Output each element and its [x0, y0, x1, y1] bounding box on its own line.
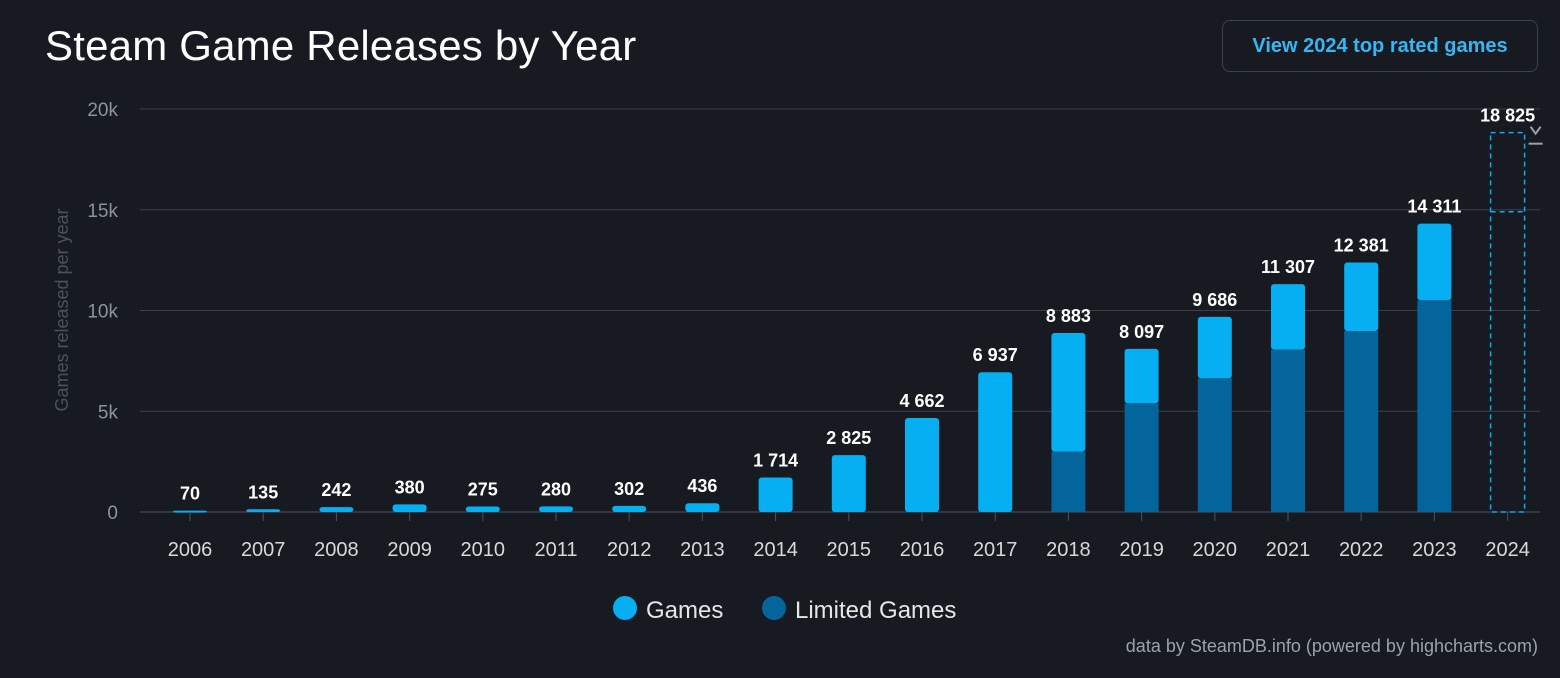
y-axis-ticks: 0 5k 10k 15k 20k	[87, 100, 118, 524]
data-label: 12 381	[1334, 236, 1389, 256]
y-tick-label: 10k	[87, 302, 118, 323]
page-title: Steam Game Releases by Year	[45, 22, 637, 69]
x-tick-label: 2009	[387, 539, 432, 561]
x-tick-label: 2019	[1119, 539, 1164, 561]
bar-games[interactable]	[685, 503, 720, 512]
x-tick-label: 2021	[1266, 539, 1311, 561]
data-label: 8 883	[1046, 306, 1091, 326]
data-labels: 70 135 242 380 275 280 302 436 1 714 2 825 4 662 6 …	[180, 106, 1535, 504]
data-label: 18 825	[1480, 106, 1535, 126]
x-tick-label: 2012	[607, 539, 652, 561]
bar-limited-games[interactable]	[1197, 378, 1232, 512]
bar-games[interactable]	[1417, 223, 1452, 301]
data-label: 1 714	[753, 450, 798, 470]
view-top-rated-button[interactable]: View 2024 top rated games	[1222, 20, 1538, 72]
bar-games[interactable]	[612, 505, 647, 512]
bar-games[interactable]	[978, 372, 1013, 512]
x-tick-label: 2018	[1046, 539, 1091, 561]
gridlines	[140, 108, 1540, 513]
y-tick-label: 5k	[98, 402, 119, 423]
bar-games[interactable]	[758, 477, 793, 512]
bar-limited-games[interactable]	[1271, 349, 1305, 512]
x-tick-label: 2015	[827, 539, 872, 561]
data-label: 280	[541, 479, 571, 499]
x-tick-label: 2011	[534, 539, 577, 561]
x-axis-ticks: 2006 2007 2008 2009 2010 2011 2012 2013 2014 2015…	[168, 512, 1530, 561]
data-label: 9 686	[1192, 290, 1237, 310]
bar-limited-games[interactable]	[1124, 403, 1159, 512]
x-tick-label: 2006	[168, 539, 213, 561]
data-label: 4 662	[899, 391, 944, 411]
data-label: 302	[614, 479, 644, 499]
data-label: 2 825	[826, 428, 871, 448]
bar-games[interactable]	[1124, 348, 1159, 404]
x-tick-label: 2008	[314, 539, 359, 561]
bar-games[interactable]	[1344, 262, 1379, 332]
y-axis-label: Games released per year	[52, 208, 72, 411]
x-tick-label: 2016	[900, 539, 945, 561]
y-tick-label: 20k	[87, 100, 118, 121]
bar-games[interactable]	[1197, 316, 1232, 379]
bar-games[interactable]	[392, 504, 427, 512]
x-tick-label: 2022	[1339, 539, 1384, 561]
bar-games[interactable]	[173, 510, 207, 513]
bars	[173, 126, 1543, 513]
data-label: 6 937	[973, 345, 1018, 365]
x-tick-label: 2023	[1412, 539, 1457, 561]
legend-limited-games-marker	[762, 596, 786, 620]
data-label: 11 307	[1261, 257, 1315, 277]
x-tick-label: 2007	[241, 539, 286, 561]
chevron-down-icon	[1529, 126, 1542, 136]
x-tick-label: 2010	[461, 539, 506, 561]
bar-games[interactable]	[1271, 284, 1305, 350]
bar-games[interactable]	[246, 509, 281, 512]
bar-games[interactable]	[1051, 333, 1086, 452]
x-tick-label: 2024	[1485, 539, 1530, 561]
data-label: 8 097	[1119, 322, 1164, 342]
y-tick-label: 0	[107, 503, 118, 524]
data-label: 275	[468, 479, 498, 499]
x-tick-label: 2017	[973, 539, 1018, 561]
x-tick-label: 2014	[753, 539, 798, 561]
bar-projected-games[interactable]	[1489, 131, 1526, 513]
data-label: 70	[180, 484, 200, 504]
data-label: 436	[687, 476, 717, 496]
x-tick-label: 2013	[680, 539, 725, 561]
data-label: 135	[248, 482, 278, 502]
bar-games[interactable]	[831, 455, 866, 512]
bar-limited-games[interactable]	[1051, 451, 1086, 512]
data-label: 380	[395, 477, 425, 497]
legend[interactable]: Games Limited Games	[613, 596, 956, 624]
bar-limited-games[interactable]	[1344, 331, 1379, 512]
legend-games-marker	[613, 596, 637, 620]
bar-games[interactable]	[905, 418, 939, 512]
legend-games-label[interactable]: Games	[646, 597, 723, 624]
data-label: 14 311	[1407, 197, 1461, 217]
x-tick-label: 2020	[1193, 539, 1238, 561]
credit-text[interactable]: data by SteamDB.info (powered by highcha…	[1125, 636, 1538, 656]
bar-games[interactable]	[319, 507, 354, 512]
bar-games[interactable]	[539, 506, 573, 512]
legend-limited-games-label[interactable]: Limited Games	[795, 597, 956, 624]
y-tick-label: 15k	[87, 201, 118, 222]
bar-limited-games[interactable]	[1417, 300, 1452, 512]
bar-games[interactable]	[465, 506, 500, 512]
data-label: 242	[321, 480, 351, 500]
